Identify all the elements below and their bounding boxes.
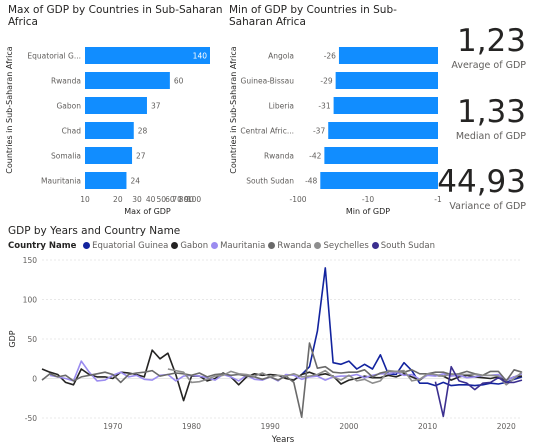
min-gdp-ylabel: Countries in Sub-Saharan Africa [229,46,238,174]
max-gdp-value-label: 28 [138,127,148,136]
x-tick-label: 1970 [103,422,122,431]
min-gdp-value-label: -37 [313,127,325,136]
min-gdp-category-label: South Sudan [246,177,294,186]
median-gdp-card: 1,33 Median of GDP [436,95,526,142]
legend-item[interactable]: Gabon [171,241,208,251]
x-tick-label: 2010 [418,422,437,431]
max-gdp-ylabel: Countries in Sub-Saharan Africa [5,46,14,174]
max-gdp-category-label: Rwanda [51,77,81,86]
min-gdp-bar[interactable] [336,72,438,89]
max-gdp-category-label: Mauritania [41,177,81,186]
legend-label: Gabon [180,241,208,251]
legend-item[interactable]: Seychelles [314,241,368,251]
max-gdp-category-label: Chad [62,127,82,136]
y-tick-label: 0 [32,375,37,384]
legend-item[interactable]: Mauritania [211,241,265,251]
legend-marker [314,242,321,249]
min-gdp-bar[interactable] [320,172,438,189]
max-gdp-bar[interactable] [85,47,210,64]
line-chart-title: GDP by Years and Country Name [8,225,180,237]
x-tick-label: 1980 [182,422,201,431]
average-gdp-label: Average of GDP [436,60,526,71]
max-gdp-xtick: 30 [132,195,142,204]
max-gdp-category-label: Equatorial G... [27,52,81,61]
legend-marker [372,242,379,249]
min-gdp-chart: Min of GDP by Countries in Sub-Saharan A… [228,0,450,225]
average-gdp-card: 1,23 Average of GDP [436,24,526,71]
gdp-line-chart-svg: -50 0 50 100 150 1970 1980 1990 2000 2010 2020 GDP Y… [0,256,537,446]
median-gdp-label: Median of GDP [436,131,526,142]
max-gdp-value-label: 140 [193,52,208,61]
max-gdp-bar[interactable] [85,72,170,89]
min-gdp-category-label: Guinea-Bissau [241,77,295,86]
min-gdp-category-label: Central Afric... [240,127,294,136]
line-chart-xlabel: Years [271,435,295,445]
legend-item[interactable]: South Sudan [372,241,435,251]
x-tick-label: 1990 [261,422,280,431]
min-gdp-bar-svg: Countries in Sub-Saharan Africa Angola -26… [228,0,450,225]
x-tick-label: 2000 [339,422,358,431]
min-gdp-value-label: -31 [318,102,330,111]
max-gdp-bar-svg: Countries in Sub-Saharan Africa Equatoria… [0,0,225,225]
legend-label: South Sudan [381,241,435,251]
legend-marker [83,242,90,249]
min-gdp-xlabel: Min of GDP [346,207,390,216]
legend-item[interactable]: Rwanda [268,241,311,251]
legend-marker [171,242,178,249]
min-gdp-value-label: -42 [309,152,321,161]
max-gdp-xtick: 10 [80,195,90,204]
max-gdp-bar[interactable] [85,122,134,139]
min-gdp-category-label: Angola [268,52,294,61]
max-gdp-value-label: 60 [174,77,184,86]
line-chart-legend: Country Name Equatorial Guinea Gabon Mauri… [8,241,438,251]
legend-title: Country Name [8,241,76,251]
max-gdp-chart: Max of GDP by Countries in Sub-Saharan A… [0,0,225,225]
min-gdp-xtick: -100 [289,195,306,204]
min-gdp-bar[interactable] [334,97,438,114]
average-gdp-value: 1,23 [436,24,526,58]
max-gdp-category-label: Somalia [51,152,81,161]
min-gdp-xtick: -10 [362,195,374,204]
max-gdp-category-label: Gabon [56,102,81,111]
max-gdp-value-label: 37 [151,102,161,111]
variance-gdp-value: 44,93 [436,165,526,199]
legend-marker [268,242,275,249]
x-tick-label: 2020 [497,422,516,431]
max-gdp-value-label: 27 [136,152,146,161]
legend-label: Seychelles [323,241,368,251]
max-gdp-xlabel: Max of GDP [124,207,171,216]
max-gdp-value-label: 24 [130,177,140,186]
min-gdp-value-label: -29 [320,77,332,86]
min-gdp-bar[interactable] [324,147,438,164]
min-gdp-bar[interactable] [339,47,438,64]
min-gdp-category-label: Liberia [269,102,294,111]
min-gdp-bar[interactable] [328,122,438,139]
max-gdp-bar[interactable] [85,97,147,114]
legend-label: Rwanda [277,241,311,251]
max-gdp-bar[interactable] [85,172,126,189]
min-gdp-value-label: -26 [324,52,336,61]
min-gdp-category-label: Rwanda [264,152,294,161]
y-tick-label: 50 [27,335,37,344]
min-gdp-value-label: -48 [305,177,317,186]
y-tick-label: -50 [25,414,37,423]
median-gdp-value: 1,33 [436,95,526,129]
max-gdp-xtick: 20 [113,195,123,204]
max-gdp-bar[interactable] [85,147,132,164]
max-gdp-xtick: 40 [146,195,156,204]
legend-marker [211,242,218,249]
variance-gdp-label: Variance of GDP [436,201,526,212]
legend-label: Equatorial Guinea [92,241,168,251]
y-tick-label: 150 [23,256,38,265]
legend-item[interactable]: Equatorial Guinea [83,241,168,251]
variance-gdp-card: 44,93 Variance of GDP [436,165,526,212]
line-chart-ylabel: GDP [8,330,17,347]
legend-label: Mauritania [220,241,265,251]
max-gdp-xtick: 100 [187,195,202,204]
y-tick-label: 100 [23,296,38,305]
